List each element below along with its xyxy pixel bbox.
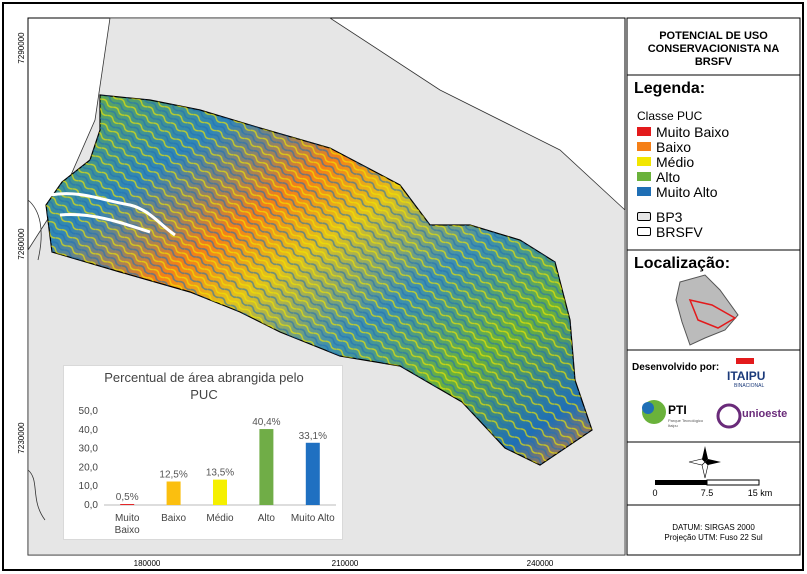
logo-itaipu: ITAIPU [727,369,766,383]
y-coordinate: 7260000 [17,228,26,260]
x-coordinate: 210000 [332,559,359,568]
location-heading: Localização: [634,255,731,272]
developed-by: Desenvolvido por: [632,362,720,373]
x-coordinate: 240000 [527,559,554,568]
value-label: 33,1% [299,431,327,442]
legend-swatch [637,127,651,136]
legend-label: Médio [656,154,695,170]
chart-box: Percentual de área abrangida pelo PUC 0,0… [63,365,343,540]
x-tick-label: Baixo [161,513,187,524]
legend-heading: Legenda: [634,80,706,97]
panel-title: BRSFV [694,56,733,68]
bar-chart: 0,0 10,0 20,0 30,0 40,0 50,0 0,5% 12,5% 13,5% 40,… [79,406,336,511]
panel-title: CONSERVACIONISTA NA [647,43,780,55]
legend-swatch [637,187,651,196]
y-coordinate: 7230000 [17,422,26,454]
legend-label: Baixo [656,139,692,155]
bar [213,479,227,505]
legend-label: Alto [656,169,681,185]
value-label: 12,5% [159,470,187,481]
layer-swatch [637,212,651,221]
logo-itaipu-sub: BINACIONAL [734,383,765,389]
logo-pti-sub: Parque Tecnológico Itaipu [668,418,704,428]
layer-swatch [637,227,651,236]
layer-label: BP3 [656,209,683,225]
bar [259,429,274,505]
scale-label: 0 [652,488,658,498]
legend-label: Muito Alto [656,184,718,200]
bar [166,481,181,505]
y-tick-label: 10,0 [79,481,99,492]
logo-unioeste: unioeste [742,408,788,420]
class-heading: Classe PUC [637,109,703,123]
value-label: 40,4% [252,417,280,428]
datum: DATUM: SIRGAS 2000 [672,523,755,532]
legend-label: Muito Baixo [656,124,730,140]
legend-swatch [637,157,651,166]
x-tick-label: Médio [206,513,234,524]
layer-label: BRSFV [656,224,703,240]
x-tick-label: Alto [257,513,275,524]
legend-swatch [637,142,651,151]
scale-label: 15 km [747,488,773,498]
bar [305,442,320,505]
x-tick-label: Muito Alto [290,513,335,524]
value-label: 13,5% [206,468,234,479]
x-coordinate: 180000 [134,559,161,568]
legend-swatch [637,172,651,181]
scale-label: 7.5 [700,488,714,498]
y-tick-label: 40,0 [79,425,99,436]
logo-pti: PTI [668,403,687,417]
y-tick-label: 20,0 [79,462,99,473]
y-tick-label: 0,0 [84,500,98,511]
y-coordinate: 7290000 [17,32,26,64]
chart-title: Percentual de área abrangida pelo PUC [104,370,304,402]
y-tick-label: 50,0 [79,406,99,417]
projection: Projeção UTM: Fuso 22 Sul [664,533,763,542]
y-tick-label: 30,0 [79,444,99,455]
value-label: 0,5% [116,492,139,503]
x-tick-label: Muito Baixo [114,513,140,536]
panel-title: POTENCIAL DE USO [659,30,768,42]
bar [120,504,135,505]
